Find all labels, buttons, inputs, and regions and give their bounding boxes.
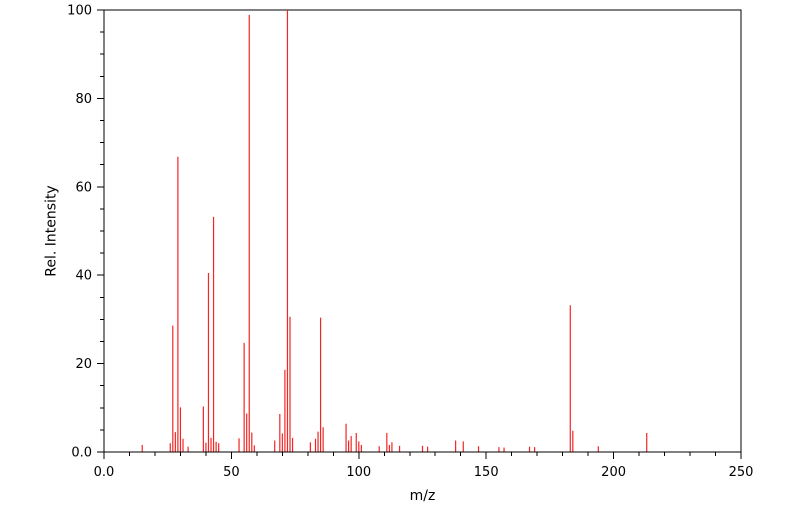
x-tick-label: 150: [474, 465, 499, 480]
x-axis-label: m/z: [409, 488, 436, 504]
y-tick-label: 100: [67, 4, 92, 19]
x-tick-label: 0.0: [94, 465, 115, 480]
x-tick-label: 200: [601, 465, 626, 480]
x-tick-label: 50: [223, 465, 240, 480]
axes-frame: [103, 9, 742, 453]
x-tick-label: 250: [729, 465, 754, 480]
y-tick-label: 60: [75, 180, 92, 195]
y-axis-label: Rel. Intensity: [43, 185, 60, 277]
y-tick-label: 0.0: [71, 446, 92, 461]
y-tick-label: 80: [75, 92, 92, 107]
x-tick-label: 100: [346, 465, 371, 480]
y-tick-label: 20: [75, 357, 92, 372]
y-tick-label: 40: [75, 269, 92, 284]
